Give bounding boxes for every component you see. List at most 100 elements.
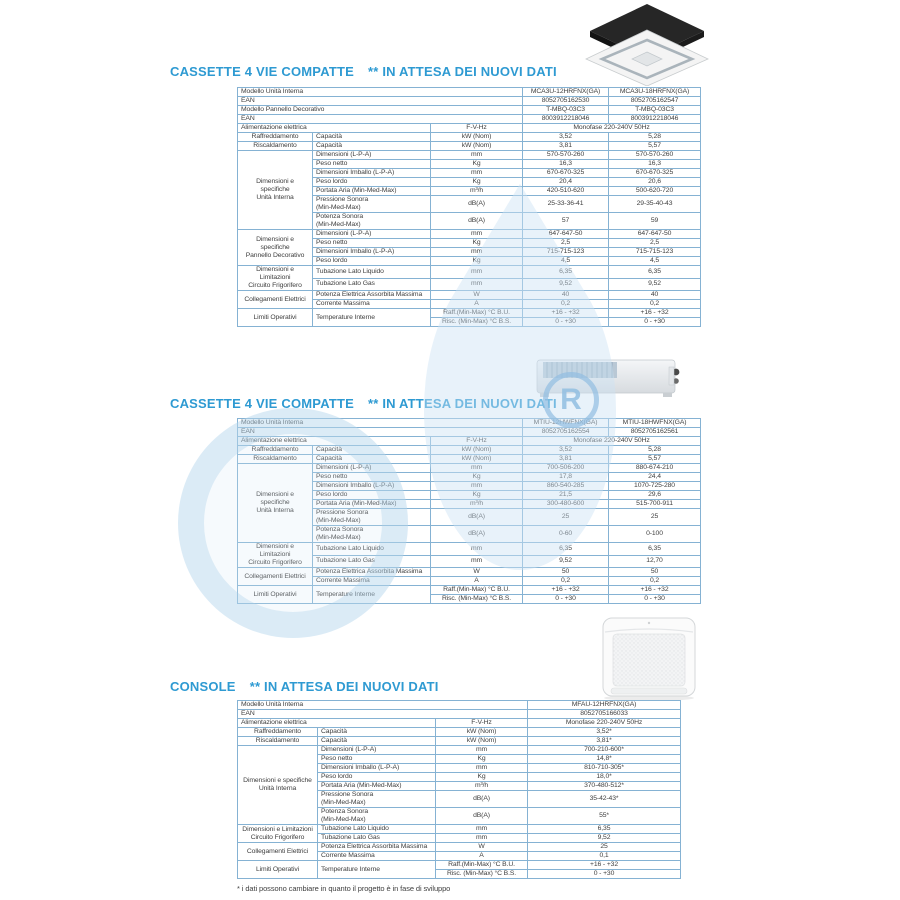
section-title-note: ** IN ATTESA DEI NUOVI DATI <box>249 679 439 694</box>
spec-cell: W <box>430 290 523 300</box>
spec-cell: 0 - +30 <box>522 317 609 327</box>
spec-cell: 8052705162554 <box>522 427 609 437</box>
spec-table-ducted: Modello Unità Interna MTIU-12HWFNX(GA) MTI… <box>237 418 701 604</box>
spec-cell: Risc. (Min-Max) °C B.S. <box>430 594 523 604</box>
spec-cell: kW (Nom) <box>435 736 528 746</box>
spec-cell: Tubazione Lato Gas <box>312 277 431 291</box>
spec-cell: 0 - +30 <box>608 594 701 604</box>
spec-cell: 25-33-36-41 <box>522 195 609 213</box>
spec-cell: Monofase 220-240V 50Hz <box>522 436 701 446</box>
spec-row: Collegamenti Elettrici Potenza Elettrica … <box>237 290 701 309</box>
spec-cell: 3,81 <box>522 141 609 151</box>
spec-cell: 700-506-200 <box>522 463 609 473</box>
spec-cell: Corrente Massima <box>312 299 431 309</box>
spec-cell: Dimensioni (L-P-A) <box>312 150 431 160</box>
spec-row: EAN 8052705166033 <box>237 709 681 719</box>
spec-cell: 9,52 <box>522 277 609 291</box>
spec-cell: EAN <box>237 96 523 106</box>
spec-cell: mm <box>435 763 528 773</box>
spec-cell: +16 - +32 <box>522 585 609 595</box>
spec-cell: F-V-Hz <box>430 123 523 133</box>
section-title-cassette-1: CASSETTE 4 VIE COMPATTE ** IN ATTESA DEI … <box>170 64 557 79</box>
spec-cell: W <box>435 842 528 852</box>
spec-row: Potenza Sonora (Min-Med-Max) dB(A) 57 59 <box>238 212 701 230</box>
spec-cell: Dimensioni (L-P-A) <box>312 229 431 239</box>
spec-cell: 9,52 <box>608 277 701 291</box>
spec-cell: mm <box>430 168 523 178</box>
spec-row: EAN 8052705162554 8052705162561 <box>237 427 701 437</box>
spec-cell: Modello Unità Interna <box>237 700 528 710</box>
spec-cell: 6,35 <box>527 824 681 834</box>
spec-cell: 715-715-123 <box>522 247 609 257</box>
spec-row: Limiti Operativi Temperature Interne Raff.… <box>237 860 681 879</box>
spec-cell: T-MBQ-03C3 <box>608 105 701 115</box>
spec-cell: 670-670-325 <box>608 168 701 178</box>
spec-cell: Peso netto <box>317 754 436 764</box>
spec-cell: Potenza Elettrica Assorbita Massima <box>317 842 436 852</box>
spec-row: Pressione Sonora (Min-Med-Max) dB(A) 25-33… <box>238 195 701 213</box>
spec-cell: 860-540-285 <box>522 481 609 491</box>
spec-cell: Raff.(Min-Max) °C B.U. <box>430 585 523 595</box>
spec-cell: Peso netto <box>312 472 431 482</box>
spec-cell: Collegamenti Elettrici <box>237 567 313 586</box>
spec-cell: 670-670-325 <box>522 168 609 178</box>
spec-row: EAN 8052705162530 8052705162547 <box>237 96 701 106</box>
spec-cell: Dimensioni e specifiche Unità Interna <box>237 463 313 543</box>
spec-cell: 0 - +30 <box>608 317 701 327</box>
spec-cell: mm <box>430 229 523 239</box>
section-title-text: CONSOLE <box>170 679 236 694</box>
spec-cell: Alimentazione elettrica <box>237 718 436 728</box>
spec-cell: dB(A) <box>430 508 523 526</box>
spec-cell: Dimensioni Imballo (L-P-A) <box>312 481 431 491</box>
spec-cell: Kg <box>430 159 523 169</box>
spec-cell: Kg <box>430 256 523 266</box>
spec-cell: Limiti Operativi <box>237 585 313 604</box>
spec-cell: mm <box>435 824 528 834</box>
spec-cell: Dimensioni Imballo (L-P-A) <box>312 168 431 178</box>
spec-cell: dB(A) <box>435 807 528 825</box>
spec-cell: Portata Aria (Min-Med-Max) <box>312 499 431 509</box>
spec-row: Raffreddamento Capacità kW (Nom) 3,52 5,28 <box>237 132 701 142</box>
spec-cell: 300-480-600 <box>522 499 609 509</box>
spec-cell: 0,2 <box>522 299 609 309</box>
spec-cell: mm <box>430 265 523 279</box>
spec-cell: Kg <box>430 472 523 482</box>
spec-cell: 20,6 <box>608 177 701 187</box>
spec-cell: 715-715-123 <box>608 247 701 257</box>
spec-cell: 570-570-260 <box>608 150 701 160</box>
spec-cell: 5,28 <box>608 445 701 455</box>
spec-cell: Capacità <box>317 736 436 746</box>
spec-row: Alimentazione elettrica F-V-Hz Monofase 22… <box>237 436 701 446</box>
spec-cell: 4,5 <box>522 256 609 266</box>
spec-cell: Dimensioni e Limitazioni Circuito Frigor… <box>237 265 313 291</box>
spec-cell: 40 <box>522 290 609 300</box>
section-title-note: ** IN ATTESA DEI NUOVI DATI <box>367 64 557 79</box>
spec-cell: 647-647-50 <box>522 229 609 239</box>
spec-cell: 700-210-600* <box>527 745 681 755</box>
spec-cell: 29,6 <box>608 490 701 500</box>
spec-cell: MFAU-12HRFNX(GA) <box>527 700 681 710</box>
spec-cell: 3,81* <box>527 736 681 746</box>
spec-cell: mm <box>430 247 523 257</box>
spec-cell: Tubazione Lato Liquido <box>312 542 431 556</box>
spec-cell: 0,2 <box>522 576 609 586</box>
spec-cell: Raffreddamento <box>237 445 313 455</box>
spec-table-console: Modello Unità Interna MFAU-12HRFNX(GA) EAN… <box>237 700 681 879</box>
spec-cell: 0,2 <box>608 299 701 309</box>
spec-cell: Tubazione Lato Liquido <box>312 265 431 279</box>
spec-cell: m³/h <box>430 499 523 509</box>
spec-cell: dB(A) <box>430 212 523 230</box>
spec-cell: 2,5 <box>522 238 609 248</box>
spec-row: Raffreddamento Capacità kW (Nom) 3,52 5,28 <box>237 445 701 455</box>
spec-row: Alimentazione elettrica F-V-Hz Monofase 22… <box>237 123 701 133</box>
spec-row: Modello Unità Interna MFAU-12HRFNX(GA) <box>237 700 681 710</box>
spec-cell: Peso lordo <box>312 256 431 266</box>
spec-cell: MTIU-18HWFNX(GA) <box>608 418 701 428</box>
spec-cell: 5,57 <box>608 454 701 464</box>
spec-cell: MTIU-12HWFNX(GA) <box>522 418 609 428</box>
spec-cell: 3,52 <box>522 445 609 455</box>
spec-cell: Modello Unità Interna <box>237 87 523 97</box>
spec-cell: Monofase 220-240V 50Hz <box>522 123 701 133</box>
spec-cell: m³/h <box>435 781 528 791</box>
console-unit-photo <box>602 617 696 701</box>
